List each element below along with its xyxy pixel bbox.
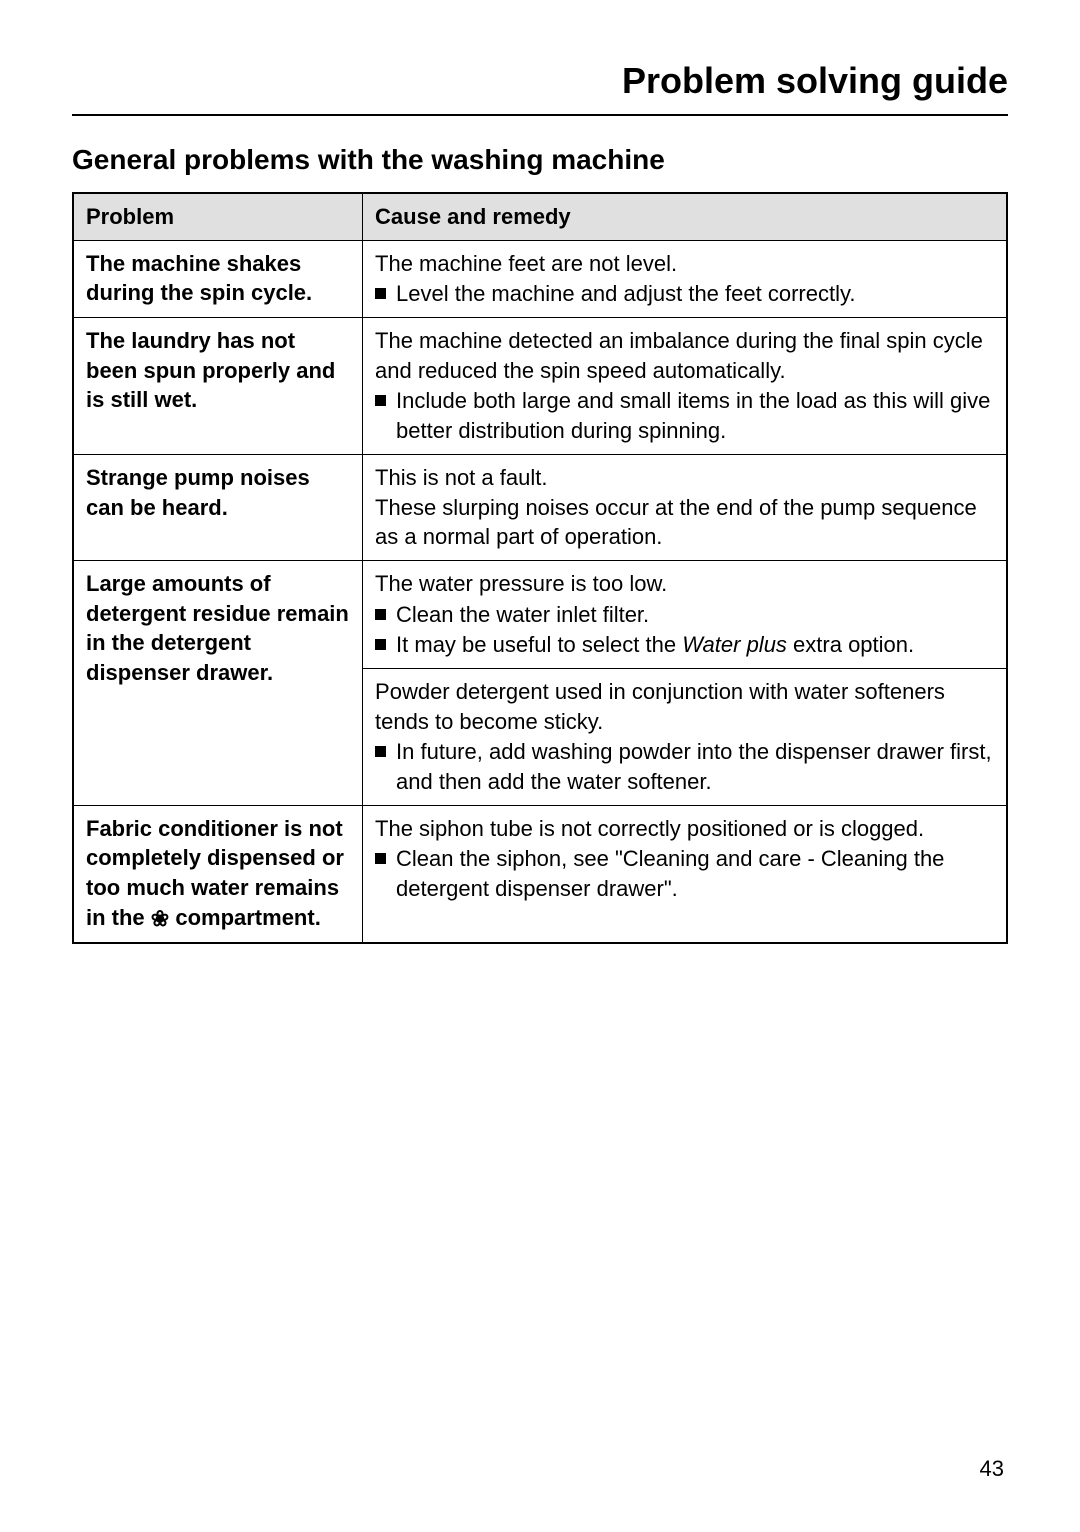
remedy-bullet: It may be useful to select the Water plu… [375,630,994,660]
remedy-bullet: Clean the water inlet filter. [375,600,994,630]
square-bullet-icon [375,746,386,757]
remedy-intro: These slurping noises occur at the end o… [375,493,994,552]
problem-cell: The laundry has not been spun properly a… [73,318,363,455]
remedy-cell: The machine detected an imbalance during… [363,318,1007,455]
remedy-cell: This is not a fault.These slurping noise… [363,454,1007,560]
remedy-intro: The water pressure is too low. [375,569,994,599]
remedy-intro: The machine feet are not level. [375,249,994,279]
problem-cell: Large amounts of detergent residue remai… [73,560,363,805]
col-header-remedy: Cause and remedy [363,193,1007,240]
bullet-text: Clean the water inlet filter. [396,600,994,630]
square-bullet-icon [375,288,386,299]
page-title: Problem solving guide [72,60,1008,116]
troubleshoot-table: Problem Cause and remedy The machine sha… [72,192,1008,944]
remedy-bullet: Level the machine and adjust the feet co… [375,279,994,309]
table-row: The laundry has not been spun properly a… [73,318,1007,455]
remedy-bullet: Include both large and small items in th… [375,386,994,445]
page-number: 43 [980,1456,1004,1482]
remedy-bullet: In future, add washing powder into the d… [375,737,994,796]
table-row: Fabric conditioner is not completely dis… [73,805,1007,943]
remedy-cell: The siphon tube is not correctly positio… [363,805,1007,943]
table-row: Large amounts of detergent residue remai… [73,560,1007,668]
remedy-intro: This is not a fault. [375,463,994,493]
remedy-intro: The machine detected an imbalance during… [375,326,994,385]
remedy-bullet: Clean the siphon, see "Cleaning and care… [375,844,994,903]
problem-cell: The machine shakes during the spin cycle… [73,240,363,317]
square-bullet-icon [375,609,386,620]
table-row: Strange pump noises can be heard.This is… [73,454,1007,560]
problem-cell: Strange pump noises can be heard. [73,454,363,560]
square-bullet-icon [375,395,386,406]
remedy-cell: The water pressure is too low.Clean the … [363,560,1007,668]
square-bullet-icon [375,639,386,650]
bullet-text: Include both large and small items in th… [396,386,994,445]
bullet-text: In future, add washing powder into the d… [396,737,994,796]
col-header-problem: Problem [73,193,363,240]
remedy-intro: Powder detergent used in conjunction wit… [375,677,994,736]
remedy-intro: The siphon tube is not correctly positio… [375,814,994,844]
bullet-text: Level the machine and adjust the feet co… [396,279,994,309]
remedy-cell: The machine feet are not level.Level the… [363,240,1007,317]
table-row: The machine shakes during the spin cycle… [73,240,1007,317]
bullet-text: Clean the siphon, see "Cleaning and care… [396,844,994,903]
square-bullet-icon [375,853,386,864]
bullet-text: It may be useful to select the Water plu… [396,630,994,660]
section-title: General problems with the washing machin… [72,144,1008,176]
problem-cell: Fabric conditioner is not completely dis… [73,805,363,943]
remedy-cell: Powder detergent used in conjunction wit… [363,668,1007,805]
